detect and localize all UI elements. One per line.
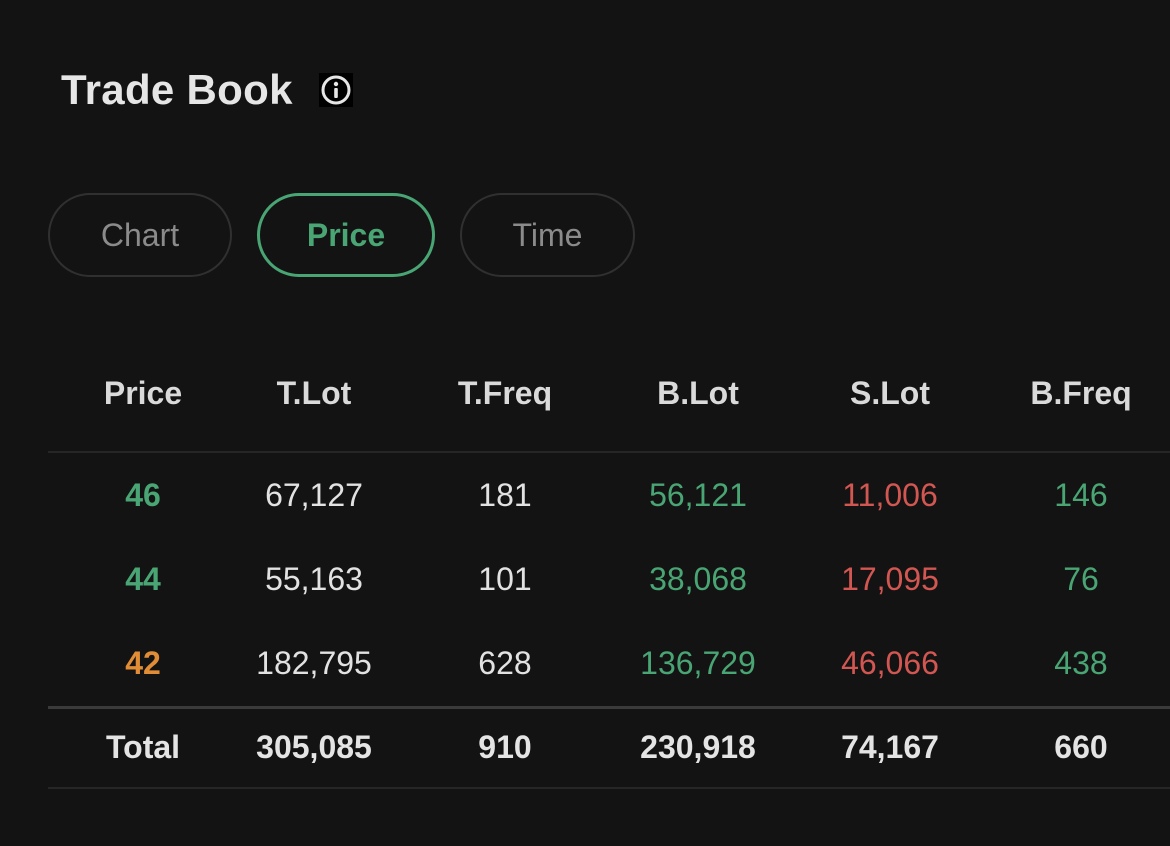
total-label: Total: [105, 729, 181, 765]
b-lot-cell: 136,729: [640, 645, 756, 681]
page-title: Trade Book: [61, 66, 293, 113]
table-header-row: Price T.Lot T.Freq B.Lot S.Lot B.Freq: [48, 373, 1170, 413]
column-header-t-freq[interactable]: T.Freq: [457, 375, 553, 411]
info-icon[interactable]: [318, 73, 353, 107]
s-lot-cell: 11,006: [842, 477, 938, 513]
total-b-freq: 660: [1054, 729, 1108, 765]
table-row[interactable]: 42 182,795 628 136,729 46,066 438: [48, 643, 1170, 683]
column-header-s-lot[interactable]: S.Lot: [850, 375, 930, 411]
column-header-b-freq[interactable]: B.Freq: [1030, 375, 1132, 411]
price-cell: 42: [125, 645, 161, 681]
t-freq-cell: 181: [478, 477, 532, 513]
b-freq-cell: 146: [1054, 477, 1108, 513]
total-t-lot: 305,085: [256, 729, 372, 765]
t-lot-cell: 182,795: [256, 645, 372, 681]
price-cell: 44: [125, 561, 161, 597]
column-header-b-lot[interactable]: B.Lot: [657, 375, 739, 411]
total-divider: [48, 706, 1170, 709]
view-tabs: Chart Price Time: [48, 193, 635, 277]
table-row[interactable]: 44 55,163 101 38,068 17,095 76: [48, 559, 1170, 599]
t-lot-cell: 55,163: [265, 561, 363, 597]
s-lot-cell: 46,066: [841, 645, 939, 681]
column-header-t-lot[interactable]: T.Lot: [276, 375, 352, 411]
t-lot-cell: 67,127: [265, 477, 363, 513]
total-b-lot: 230,918: [640, 729, 756, 765]
tab-time[interactable]: Time: [460, 193, 635, 277]
b-lot-cell: 38,068: [649, 561, 747, 597]
tab-chart[interactable]: Chart: [48, 193, 232, 277]
bottom-divider: [48, 787, 1170, 789]
b-freq-cell: 438: [1054, 645, 1108, 681]
header-divider: [48, 451, 1170, 453]
t-freq-cell: 628: [478, 645, 532, 681]
total-t-freq: 910: [478, 729, 532, 765]
total-s-lot: 74,167: [841, 729, 939, 765]
b-freq-cell: 76: [1063, 561, 1099, 597]
t-freq-cell: 101: [478, 561, 532, 597]
s-lot-cell: 17,095: [841, 561, 939, 597]
table-total-row: Total 305,085 910 230,918 74,167 660: [48, 727, 1170, 767]
column-header-price[interactable]: Price: [103, 375, 183, 411]
price-cell: 46: [125, 477, 161, 513]
table-row[interactable]: 46 67,127 181 56,121 11,006 146: [48, 475, 1170, 515]
info-icon-glyph: [321, 75, 351, 105]
tab-price[interactable]: Price: [257, 193, 435, 277]
header: Trade Book: [61, 66, 353, 114]
trade-book-table: Price T.Lot T.Freq B.Lot S.Lot B.Freq 46…: [48, 0, 1170, 846]
b-lot-cell: 56,121: [649, 477, 747, 513]
